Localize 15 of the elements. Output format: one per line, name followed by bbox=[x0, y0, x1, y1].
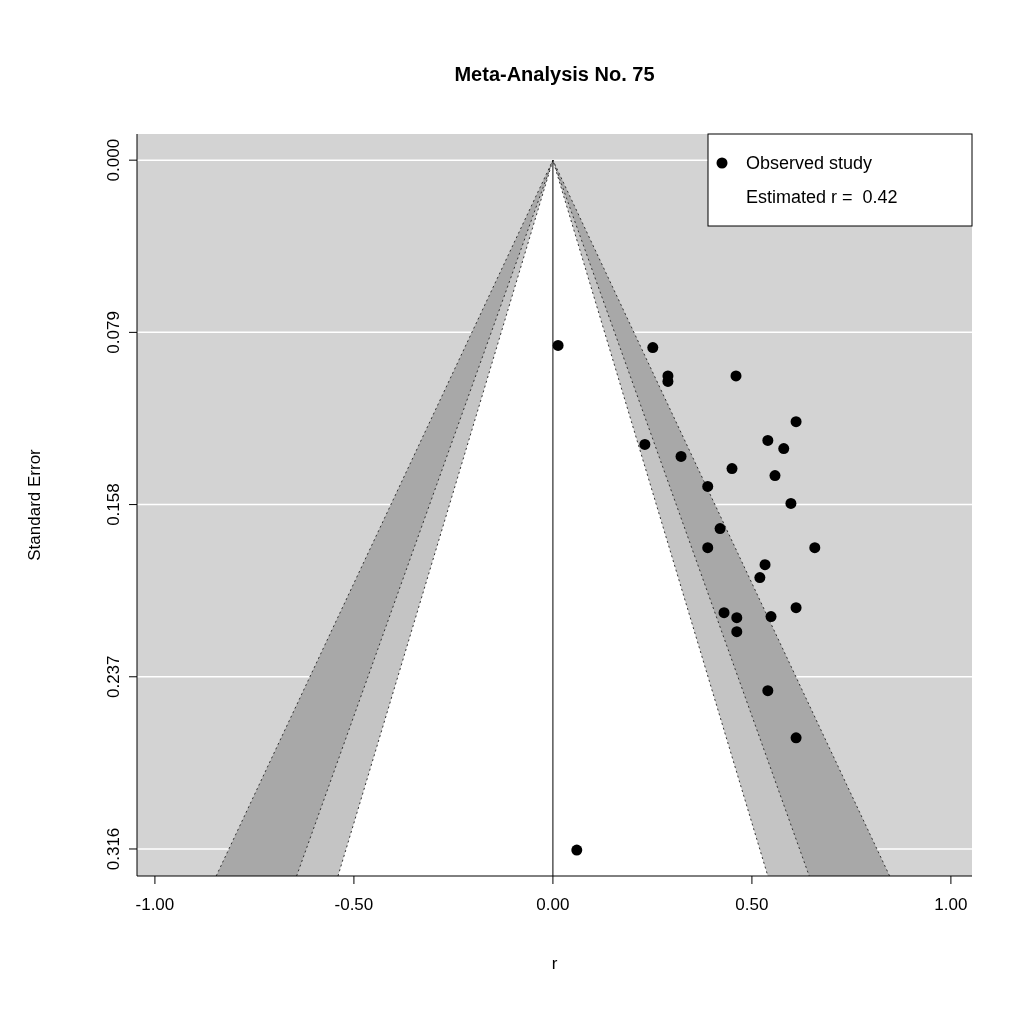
y-tick-label: 0.158 bbox=[104, 483, 123, 526]
chart-title: Meta-Analysis No. 75 bbox=[454, 63, 655, 85]
x-axis-title: r bbox=[551, 954, 558, 973]
legend-label: Observed study bbox=[746, 153, 873, 173]
x-tick-label: -1.00 bbox=[135, 895, 175, 914]
y-tick-label: 0.316 bbox=[104, 827, 123, 871]
y-axis-title: Standard Error bbox=[25, 448, 44, 561]
x-tick-label: 0.50 bbox=[735, 895, 769, 914]
x-tick-label: 0.00 bbox=[536, 895, 570, 914]
y-tick-label: 0.000 bbox=[104, 138, 123, 182]
x-tick-label: 1.00 bbox=[934, 895, 968, 914]
annotation: Estimated r = 0.42 bbox=[746, 187, 898, 207]
y-tick-label: 0.237 bbox=[104, 655, 123, 699]
y-tick-label: 0.079 bbox=[104, 311, 123, 354]
x-tick-label: -0.50 bbox=[334, 895, 374, 914]
